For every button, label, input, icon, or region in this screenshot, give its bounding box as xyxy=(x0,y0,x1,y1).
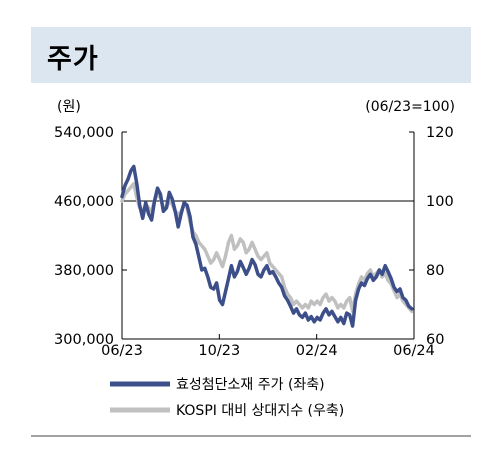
x-tick-label: 10/23 xyxy=(198,343,240,359)
right-axis-unit: (06/23=100) xyxy=(365,99,455,115)
legend-label-stock: 효성첨단소재 주가 (좌축) xyxy=(176,377,325,393)
right-tick-label: 80 xyxy=(426,263,444,279)
left-tick-label: 380,000 xyxy=(54,263,114,279)
left-tick-label: 460,000 xyxy=(54,194,114,210)
title-bar: 주가 xyxy=(31,27,471,83)
series-layer xyxy=(120,164,414,328)
series-line-kospi xyxy=(120,182,414,314)
x-tick-label: 02/24 xyxy=(296,343,338,359)
axis-ticks: 540,000460,000380,000300,000120100806006… xyxy=(54,125,454,359)
right-tick-label: 100 xyxy=(426,194,454,210)
left-axis-unit: (원) xyxy=(57,99,81,115)
legend: 효성첨단소재 주가 (좌축) KOSPI 대비 상대지수 (우축) xyxy=(110,377,344,419)
right-tick-label: 120 xyxy=(426,125,454,141)
x-tick-label: 06/23 xyxy=(101,343,143,359)
series-line-stock xyxy=(120,164,414,328)
left-tick-label: 300,000 xyxy=(54,332,114,348)
left-tick-label: 540,000 xyxy=(54,125,114,141)
page-title: 주가 xyxy=(47,44,99,75)
x-tick-label: 06/24 xyxy=(393,343,435,359)
legend-label-kospi: KOSPI 대비 상대지수 (우축) xyxy=(176,403,344,419)
right-tick-label: 60 xyxy=(426,332,444,348)
